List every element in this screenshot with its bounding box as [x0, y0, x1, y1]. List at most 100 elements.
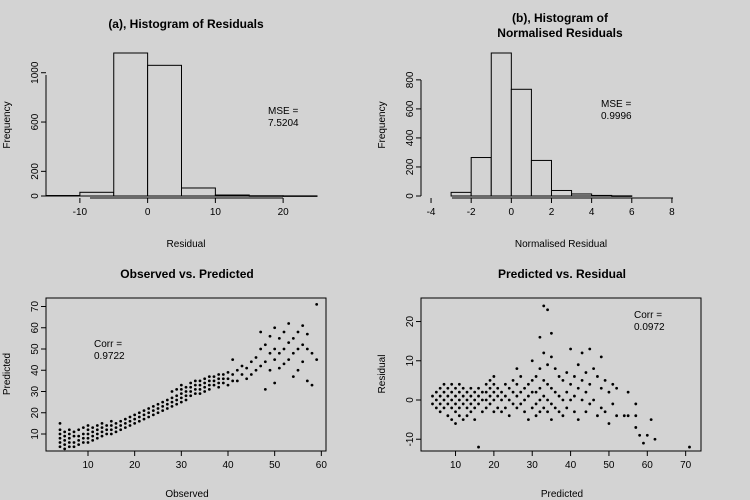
scatter-point [488, 394, 492, 398]
scatter-point [179, 400, 183, 404]
x-tick-label: 50 [603, 460, 615, 471]
scatter-point [58, 421, 62, 425]
scatter-point [81, 432, 85, 436]
scatter-point [198, 392, 202, 396]
scatter-point [287, 358, 291, 362]
scatter-points [431, 304, 691, 449]
scatter-point [301, 324, 305, 328]
scatter-point [465, 390, 469, 394]
mse-value: 7.5204 [268, 118, 299, 129]
scatter-point [526, 418, 530, 422]
x-tick-label: 30 [527, 460, 539, 471]
scatter-point [95, 432, 99, 436]
x-tick-label: 20 [488, 460, 500, 471]
histogram-bar [611, 195, 633, 197]
y-tick-label: 30 [30, 386, 41, 398]
scatter-point [599, 406, 603, 410]
scatter-point [565, 406, 569, 410]
scatter-point [217, 373, 221, 376]
scatter-point [457, 414, 461, 418]
scatter-point [175, 394, 179, 398]
scatter-point [310, 383, 314, 387]
y-tick-label: 10 [30, 428, 41, 440]
scatter-point [291, 351, 295, 355]
scatter-point [151, 413, 155, 417]
scatter-point [480, 410, 484, 414]
scatter-point [538, 398, 542, 402]
scatter-point [296, 368, 300, 372]
scatter-point [534, 414, 538, 418]
x-tick-label: 10 [450, 460, 462, 471]
scatter-point [580, 378, 584, 382]
scatter-point [81, 441, 85, 444]
scatter-point [217, 377, 221, 381]
mse-label: MSE = [268, 106, 298, 117]
scatter-point [235, 368, 239, 372]
scatter-point [500, 398, 503, 402]
x-tick-label: 0 [509, 207, 515, 218]
scatter-point [503, 382, 507, 386]
scatter-point [523, 386, 526, 390]
scatter-point [254, 356, 258, 359]
scatter-point [607, 422, 611, 425]
scatter-point [207, 379, 211, 383]
scatter-point [231, 358, 235, 362]
scatter-point [273, 326, 277, 330]
scatter-point [91, 434, 95, 438]
x-axis-label: Predicted [541, 489, 583, 500]
scatter-point [189, 381, 193, 385]
scatter-point [119, 419, 123, 423]
scatter-point [133, 421, 137, 425]
scatter-point [542, 351, 546, 355]
scatter-point [268, 351, 272, 355]
scatter-point [507, 386, 511, 390]
scatter-point [511, 378, 515, 382]
scatter-point [305, 379, 309, 383]
scatter-point [588, 402, 592, 406]
chart-title: Predicted vs. Residual [498, 267, 626, 281]
chart-title-line-2: Normalised Residuals [497, 26, 623, 40]
scatter-point [642, 441, 645, 445]
scatter-point [207, 375, 211, 379]
scatter-point [58, 436, 62, 440]
scatter-point [553, 367, 557, 371]
scatter-point [128, 424, 132, 427]
scatter-point [615, 386, 619, 390]
scatter-point [170, 396, 174, 400]
scatter-point [515, 382, 519, 386]
histogram-bar [45, 195, 81, 197]
scatter-point [81, 436, 85, 440]
scatter-point [305, 332, 309, 336]
scatter-point [249, 373, 253, 376]
y-tick-label: 70 [30, 301, 41, 313]
corr-label: Corr = [94, 339, 122, 350]
scatter-point [538, 410, 542, 414]
scatter-point [603, 378, 607, 382]
scatter-point [212, 375, 216, 379]
y-tick-label: 600 [405, 100, 416, 117]
scatter-point [569, 382, 572, 386]
scatter-point [156, 402, 160, 406]
scatter-point [91, 430, 95, 434]
scatter-point [442, 406, 446, 410]
scatter-point [615, 414, 619, 418]
scatter-point [193, 379, 197, 383]
scatter-point [569, 398, 572, 402]
x-tick-label: 4 [589, 207, 595, 218]
scatter-point [100, 426, 104, 430]
scatter-point [109, 428, 113, 432]
scatter-point [184, 394, 188, 398]
scatter-point [95, 428, 99, 432]
histogram-bar [530, 159, 552, 197]
scatter-point [137, 415, 141, 419]
scatter-point [63, 434, 67, 438]
y-tick-label: 800 [405, 71, 416, 88]
scatter-point [580, 351, 584, 355]
scatter-point [431, 394, 434, 398]
scatter-point [526, 394, 530, 398]
scatter-point [67, 441, 71, 444]
corr-value: 0.0972 [634, 322, 665, 333]
scatter-point [442, 382, 446, 386]
scatter-point [496, 386, 500, 390]
